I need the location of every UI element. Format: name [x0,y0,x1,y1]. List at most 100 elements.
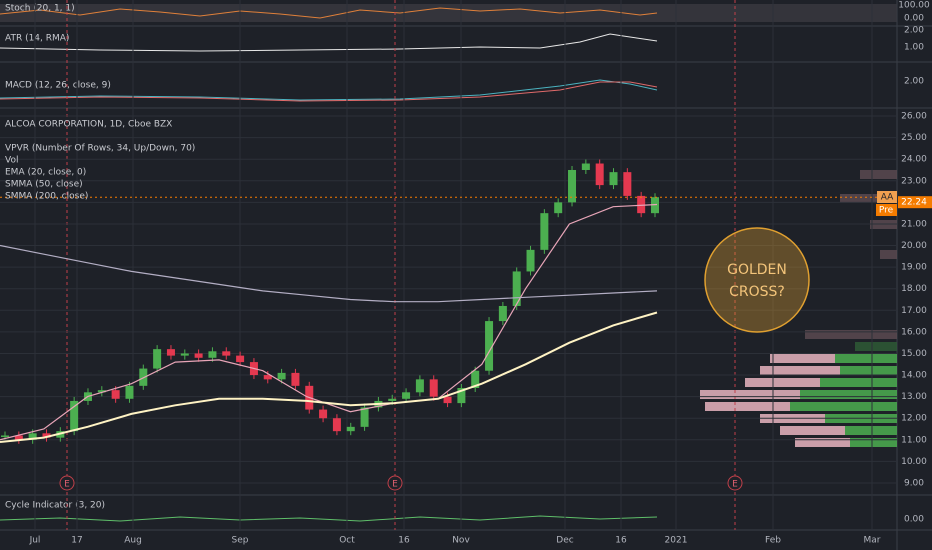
x-tick-label: Sep [232,536,249,546]
stoch-tick: 0.00 [904,14,924,24]
candle [443,396,452,404]
earnings-marker[interactable]: E [732,480,738,490]
earnings-marker[interactable]: E [64,480,70,490]
candle [595,163,604,186]
candle [111,390,120,399]
candle [609,172,618,186]
x-tick-label: 17 [71,536,82,546]
candle [471,370,480,388]
pre-tag-box [876,204,897,216]
y-tick-label: 23.00 [901,176,927,186]
legend-entry: SMMA (200, close) [5,192,88,202]
x-tick-label: Mar [864,536,881,546]
y-tick-label: 13.00 [901,392,927,402]
candle [512,271,521,306]
y-tick-label: 14.00 [901,371,927,381]
macd-signal [0,81,658,102]
pre-tag: Pre [879,206,894,216]
stoch-line [0,7,658,19]
candle [291,372,300,386]
cycle-line [0,515,658,522]
candle [581,163,590,170]
stoch-band [0,4,897,22]
candle [415,379,424,393]
candle [332,418,341,432]
y-tick-label: 18.00 [901,284,927,294]
candle [346,426,355,432]
last-price-box [898,196,932,209]
y-tick-label: 19.00 [901,263,927,273]
y-tick-label: 24.00 [901,155,927,165]
moving-average [0,244,658,303]
candle [485,321,494,371]
candle [277,372,286,380]
candle [457,387,466,404]
candle [166,349,175,356]
candle [97,390,106,393]
atr-line [0,33,658,52]
y-tick-label: 10.00 [901,457,927,467]
atr-tick: 2.00 [904,26,924,36]
earnings-marker[interactable]: E [392,480,398,490]
candle [153,349,162,369]
candle [180,353,189,356]
legend-entry: SMMA (50, close) [5,180,83,190]
candle [498,305,507,322]
candle [319,409,328,419]
candle [125,385,134,399]
stoch-tick: 100.00 [898,1,930,11]
legend-vpvr: VPVR (Number Of Rows, 34, Up/Down, 70) [5,144,195,154]
macd-tick: 2.00 [904,77,924,87]
y-tick-label: 9.00 [904,478,924,488]
candle [70,400,79,432]
stoch-label: Stoch (20, 1, 1) [5,4,75,14]
candle [623,172,632,196]
candle [42,433,51,438]
x-tick-label: Jul [29,536,41,546]
annotation-text: GOLDEN [727,262,787,278]
candle [263,375,272,380]
candle [14,435,23,440]
candle [540,213,549,250]
candle [402,392,411,399]
atr-label: ATR (14, RMA) [5,34,69,44]
y-tick-label: 12.00 [901,414,927,424]
legend-entry: ALCOA CORPORATION, 1D, Cboe BZX [5,120,172,130]
x-tick-label: Dec [556,536,573,546]
y-tick-label: 11.00 [901,435,927,445]
y-tick-label: 26.00 [901,112,927,122]
candle [554,202,563,214]
annotation-circle [704,227,810,333]
moving-average [0,203,658,441]
candle [236,355,245,363]
candle [388,398,397,401]
x-tick-label: Nov [452,536,470,546]
x-tick-label: 16 [615,536,627,546]
moving-average [0,311,658,443]
candle [1,435,9,437]
candle [360,407,369,427]
x-tick-label: Feb [765,536,781,546]
earnings-lines [66,0,736,530]
candle [28,433,37,440]
macd-label: MACD (12, 26, close, 9) [5,81,111,91]
cycle-tick: 0.00 [904,515,924,525]
y-tick-label: 15.00 [901,349,927,359]
candle [208,351,217,358]
x-tick-label: Aug [124,536,142,546]
y-tick-label: 20.00 [901,241,927,251]
cycle-label: Cycle Indicator (3, 20) [5,501,105,511]
candle [222,351,231,356]
candle [568,169,577,203]
candle [194,353,203,358]
last-price: 22.24 [901,198,927,208]
earnings-markers: E E E [59,475,743,491]
y-tick-label: 21.00 [901,219,927,229]
atr-tick: 1.00 [904,43,924,53]
x-tick-label: Oct [339,536,355,546]
x-tick-label: 16 [398,536,410,546]
symbol-tag: AA [881,193,894,203]
annotation-text: CROSS? [729,284,785,300]
